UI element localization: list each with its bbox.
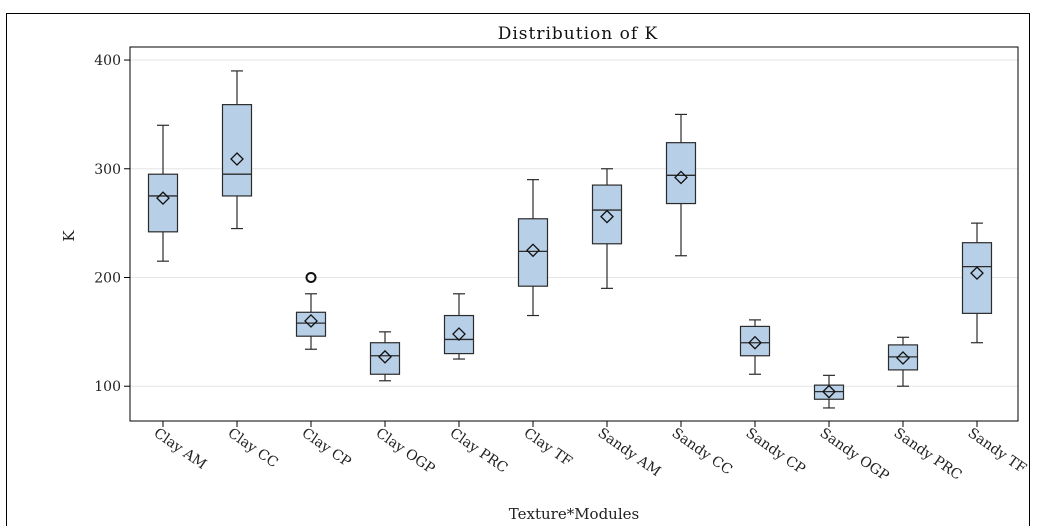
iqr-box	[517, 218, 549, 287]
x-tick-label: Sandy CC	[669, 425, 735, 478]
box-group	[665, 113, 697, 257]
x-tick-label: Sandy CP	[743, 425, 808, 477]
iqr-box	[147, 173, 179, 233]
mean-marker	[526, 243, 540, 258]
x-tick-label: Sandy OGP	[817, 425, 892, 484]
x-tick-label: Clay PRC	[447, 425, 511, 476]
iqr-box	[591, 184, 623, 245]
x-tick-label: Sandy TF	[965, 425, 1030, 477]
x-tick-label: Clay OGP	[373, 425, 438, 477]
y-tick-label: 400	[94, 53, 121, 69]
box-group	[591, 168, 623, 289]
x-axis: Clay AM Clay CC Clay CP Clay OGP Clay PRC Cla…	[151, 421, 1030, 484]
mean-marker	[970, 266, 984, 281]
mean-marker	[230, 152, 244, 166]
x-tick-label: Clay CC	[225, 425, 281, 471]
box-group	[147, 124, 179, 262]
iqr-box	[221, 104, 253, 197]
box-group	[369, 331, 401, 382]
iqr-box	[443, 314, 475, 355]
iqr-box	[739, 325, 771, 357]
mean-marker	[748, 335, 762, 350]
mean-marker	[896, 351, 910, 365]
mean-marker	[822, 384, 836, 399]
mean-marker	[156, 191, 170, 206]
mean-marker	[452, 327, 466, 341]
box-group	[813, 374, 845, 409]
outlier-point	[305, 271, 317, 283]
y-axis: 100 200 300 400	[94, 53, 130, 395]
y-tick-label: 200	[94, 270, 121, 286]
box-group	[443, 293, 475, 360]
iqr-box	[961, 242, 993, 314]
iqr-box	[665, 142, 697, 205]
gridlines	[130, 59, 1018, 387]
boxes	[147, 70, 993, 409]
mean-marker	[304, 314, 318, 328]
box-group	[295, 271, 327, 350]
x-axis-label: Texture*Modules	[509, 505, 639, 523]
x-tick-label: Sandy AM	[595, 425, 664, 480]
box-group	[961, 222, 993, 344]
y-tick-label: 100	[94, 379, 121, 395]
chart-frame	[6, 13, 1030, 526]
iqr-box	[295, 311, 327, 337]
box-group	[517, 179, 549, 317]
box-group	[221, 70, 253, 230]
mean-marker	[600, 209, 614, 224]
plot-area-border	[129, 46, 1019, 422]
x-tick-label: Clay AM	[151, 425, 210, 473]
mean-marker	[674, 170, 688, 185]
x-tick-label: Sandy PRC	[891, 425, 965, 483]
iqr-box	[369, 342, 401, 375]
mean-marker	[378, 349, 392, 364]
chart-title: Distribution of K	[498, 24, 659, 44]
x-tick-label: Clay CP	[299, 425, 354, 470]
y-axis-label: K	[60, 230, 78, 242]
box-group	[739, 319, 771, 375]
x-tick-label: Clay TF	[521, 425, 575, 470]
box-group	[887, 336, 919, 387]
y-tick-label: 300	[94, 162, 121, 178]
